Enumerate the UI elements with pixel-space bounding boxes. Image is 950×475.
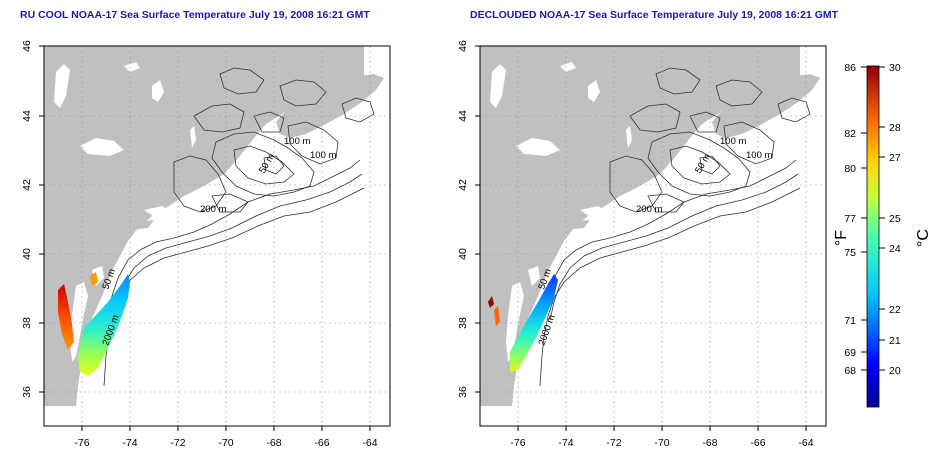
depth-contour-label: 100 m [310, 150, 336, 161]
depth-contour-label: 200 m [200, 204, 226, 215]
depth-contour-label: 100 m [720, 136, 746, 147]
x-tick-label: -64 [362, 437, 377, 449]
x-tick-label: -76 [510, 437, 525, 449]
y-tick-label: 44 [457, 110, 469, 122]
y-tick-label: 38 [21, 317, 33, 329]
y-tick-label: 42 [457, 179, 469, 191]
y-tick-label: 44 [21, 110, 33, 122]
fahrenheit-tick-label: 68 [844, 365, 856, 377]
x-tick-label: -68 [266, 437, 281, 449]
y-tick-label: 38 [457, 317, 469, 329]
celsius-tick-label: 27 [889, 152, 901, 164]
x-tick-label: -72 [170, 437, 185, 449]
fahrenheit-unit-label: °F [833, 230, 850, 246]
colorbar [866, 65, 880, 408]
celsius-tick-label: 20 [889, 365, 901, 377]
celsius-tick-label: 28 [889, 122, 901, 134]
y-tick-label: 40 [21, 248, 33, 260]
fahrenheit-tick-label: 69 [844, 347, 856, 359]
fahrenheit-tick-label: 75 [844, 247, 856, 259]
y-tick-label: 36 [21, 386, 33, 398]
x-tick-label: -74 [122, 437, 137, 449]
x-tick-label: -70 [654, 437, 669, 449]
fahrenheit-tick-label: 80 [844, 163, 856, 175]
celsius-tick-label: 21 [889, 335, 901, 347]
y-tick-label: 46 [457, 40, 469, 52]
x-tick-label: -74 [558, 437, 573, 449]
depth-contour-label: 100 m [284, 136, 310, 147]
celsius-tick-label: 30 [889, 62, 901, 74]
fahrenheit-tick-label: 77 [844, 213, 856, 225]
celsius-unit-label: °C [915, 229, 932, 247]
fahrenheit-tick-label: 82 [844, 128, 856, 140]
x-tick-label: -72 [606, 437, 621, 449]
x-tick-label: -76 [74, 437, 89, 449]
right-map-panel [479, 45, 827, 427]
x-tick-label: -64 [798, 437, 813, 449]
left-map-panel [43, 45, 391, 427]
celsius-tick-label: 24 [889, 243, 901, 255]
x-tick-label: -68 [702, 437, 717, 449]
x-tick-label: -66 [314, 437, 329, 449]
depth-contour-label: 100 m [746, 150, 772, 161]
y-tick-label: 40 [457, 248, 469, 260]
y-tick-label: 46 [21, 40, 33, 52]
fahrenheit-tick-label: 71 [844, 315, 856, 327]
celsius-tick-label: 25 [889, 213, 901, 225]
y-tick-label: 36 [457, 386, 469, 398]
right-map-title: DECLOUDED NOAA-17 Sea Surface Temperatur… [470, 9, 839, 21]
celsius-tick-label: 22 [889, 304, 901, 316]
depth-contour-label: 200 m [636, 204, 662, 215]
fahrenheit-tick-label: 86 [844, 62, 856, 74]
x-tick-label: -66 [750, 437, 765, 449]
left-map-title: RU COOL NOAA-17 Sea Surface Temperature … [20, 9, 370, 21]
y-tick-label: 42 [21, 179, 33, 191]
colorbar-scale [866, 65, 880, 408]
x-tick-label: -70 [218, 437, 233, 449]
